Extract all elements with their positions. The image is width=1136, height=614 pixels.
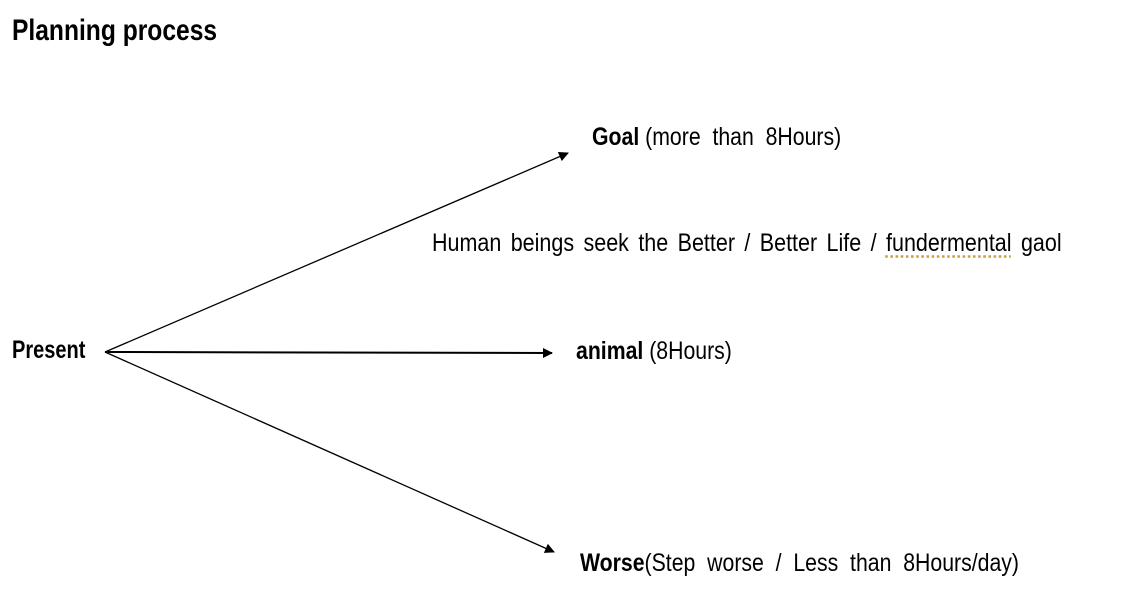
node-present: Present — [12, 336, 86, 364]
node-animal: animal (8Hours) — [576, 337, 732, 366]
node-worse: Worse(Step worse / Less than 8Hours/day) — [580, 549, 1019, 578]
arrow-to-animal — [104, 347, 553, 358]
animal-label: animal — [576, 337, 644, 365]
annotation-text: Human beings seek the Better / Better Li… — [432, 229, 1062, 258]
arrow-to-worse — [104, 351, 555, 553]
page-title: Planning process — [12, 14, 218, 47]
annotation-after: gaol — [1011, 229, 1062, 257]
worse-label: Worse — [580, 549, 645, 577]
node-goal: Goal (more than 8Hours) — [592, 123, 841, 152]
annotation-before: Human beings seek the Better / Better Li… — [432, 229, 887, 257]
spellcheck-flagged-word: fundermental — [886, 229, 1012, 257]
goal-label: Goal — [592, 123, 640, 151]
goal-detail: (more than 8Hours) — [639, 123, 842, 151]
animal-detail: (8Hours) — [643, 337, 732, 365]
worse-detail: (Step worse / Less than 8Hours/day) — [644, 549, 1019, 577]
arrow-to-goal — [104, 151, 569, 353]
